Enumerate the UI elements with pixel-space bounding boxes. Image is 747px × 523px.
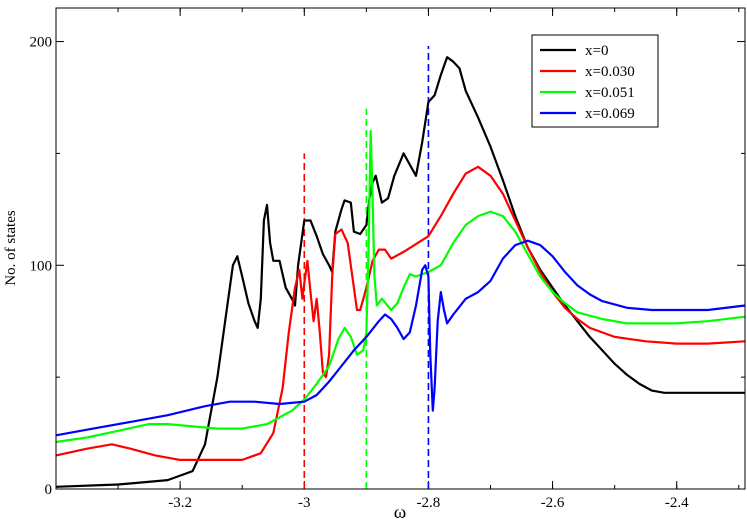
series-line [55,129,746,444]
y-axis-label: No. of states [3,210,19,286]
x-axis-label: ω [394,502,407,523]
x-tick-label: -2.8 [417,495,441,511]
legend-label: x=0.069 [585,106,635,122]
series-line [55,165,746,461]
y-tick-label: 100 [30,258,53,274]
y-tick-label: 0 [45,482,53,498]
x-tick-label: -3 [298,495,311,511]
x-tick-label: -2.6 [541,495,565,511]
legend: x=0 x=0.030 x=0.051 x=0.069 [531,34,659,128]
x-tick-label: -3.2 [168,495,192,511]
series-line [55,239,746,437]
legend-label: x=0.051 [585,85,635,101]
series-line [55,56,745,488]
legend-label: x=0 [585,43,608,59]
plot-frame [55,7,746,490]
legend-label: x=0.030 [585,64,635,80]
y-tick-label: 200 [30,35,53,51]
x-tick-label: -2.4 [665,495,689,511]
